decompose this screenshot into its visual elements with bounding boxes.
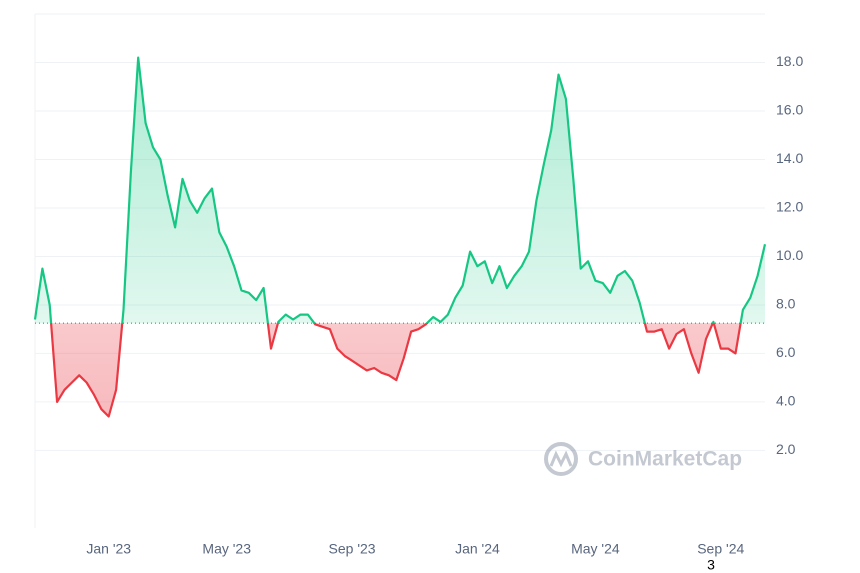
y-tick-label: 14.0	[776, 150, 803, 166]
x-tick-label: Jan '24	[455, 541, 500, 557]
x-tick-label: Sep '23	[329, 541, 376, 557]
x-tick-label: May '24	[571, 541, 620, 557]
y-tick-label: 10.0	[776, 247, 803, 263]
y-tick-label: 4.0	[776, 393, 796, 409]
area-down	[51, 323, 741, 417]
price-line-up	[33, 56, 767, 324]
x-tick-label: May '23	[202, 541, 251, 557]
price-line-down	[49, 323, 742, 418]
page-label: 3	[707, 557, 715, 573]
y-tick-label: 2.0	[776, 441, 796, 457]
y-tick-label: 18.0	[776, 53, 803, 69]
y-tick-label: 8.0	[776, 296, 796, 312]
watermark: CoinMarketCap	[544, 442, 742, 476]
x-tick-label: Sep '24	[697, 541, 744, 557]
y-tick-label: 12.0	[776, 199, 803, 215]
area-up	[35, 57, 765, 324]
y-tick-label: 6.0	[776, 344, 796, 360]
watermark-text: CoinMarketCap	[588, 448, 742, 471]
x-tick-label: Jan '23	[86, 541, 131, 557]
y-tick-label: 16.0	[776, 102, 803, 118]
